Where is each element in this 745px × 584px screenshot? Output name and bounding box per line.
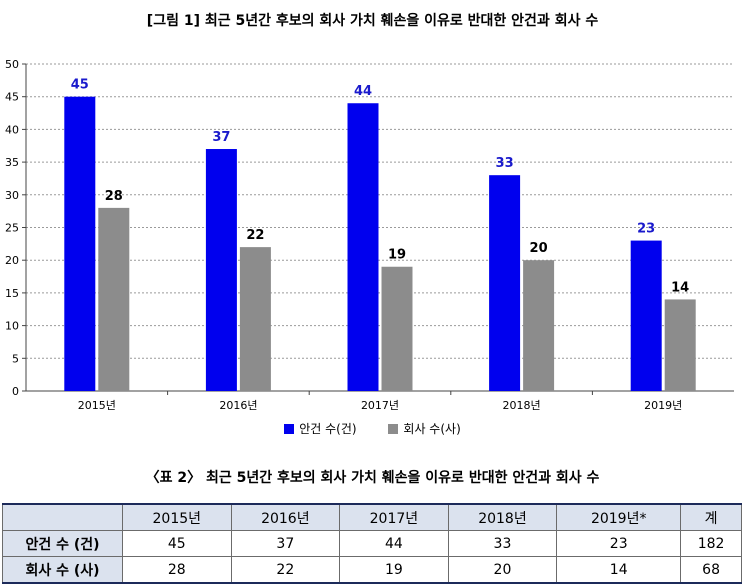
table-row: 회사 수 (사) 28 22 19 20 14 68 xyxy=(2,556,742,584)
table-corner-cell xyxy=(2,503,123,531)
row-header: 회사 수 (사) xyxy=(2,556,123,584)
y-tick-label: 25 xyxy=(5,222,19,235)
data-label: 44 xyxy=(354,84,372,99)
bar-companies xyxy=(98,207,130,391)
y-tick-label: 50 xyxy=(5,58,19,71)
legend-swatch-companies xyxy=(388,424,399,434)
data-label: 14 xyxy=(671,280,689,295)
column-header: 2017년 xyxy=(339,503,449,531)
bar-companies xyxy=(523,260,555,391)
data-table: 2015년 2016년 2017년 2018년 2019년* 계 안건 수 (건… xyxy=(2,503,742,584)
table-title: 〈표 2〉 최근 5년간 후보의 회사 가치 훼손을 이유로 반대한 안건과 회… xyxy=(145,470,600,486)
y-tick-label: 40 xyxy=(5,123,19,136)
x-tick-label: 2017년 xyxy=(361,399,399,412)
bar-cases xyxy=(489,175,521,391)
y-tick-label: 20 xyxy=(5,254,19,267)
bar-chart: 0 5 10 15 20 25 30 35 40 45 50 2015년 45 28 2016년 37 22 20… xyxy=(5,58,734,412)
legend-label-companies: 회사 수(사) xyxy=(403,422,461,436)
y-tick-label: 30 xyxy=(5,189,19,202)
y-tick-label: 35 xyxy=(5,156,19,169)
data-label: 33 xyxy=(496,156,514,171)
data-label: 22 xyxy=(246,228,264,243)
data-label: 20 xyxy=(530,241,548,256)
bar-companies xyxy=(664,299,696,391)
table-cell: 182 xyxy=(680,530,742,557)
table-cell: 45 xyxy=(122,530,232,557)
table-cell: 68 xyxy=(680,556,742,584)
y-tick-label: 5 xyxy=(12,352,19,365)
column-header: 2015년 xyxy=(122,503,232,531)
table-cell: 44 xyxy=(339,530,449,557)
table-cell: 19 xyxy=(339,556,449,584)
bar-companies xyxy=(239,247,271,391)
legend-item-companies: 회사 수(사) xyxy=(388,420,461,437)
x-tick-label: 2015년 xyxy=(78,399,116,412)
bar-cases xyxy=(64,96,96,391)
column-header: 2016년 xyxy=(230,503,341,531)
bar-cases xyxy=(347,103,379,392)
column-header: 계 xyxy=(680,503,742,531)
chart-title: [그림 1] 최근 5년간 후보의 회사 가치 훼손을 이유로 반대한 안건과 … xyxy=(146,13,599,29)
bar-cases xyxy=(205,149,237,391)
x-tick-label: 2018년 xyxy=(503,399,541,412)
y-tick-label: 45 xyxy=(5,91,19,104)
bar-companies xyxy=(381,266,413,391)
legend-item-cases: 안건 수(건) xyxy=(284,420,357,437)
data-label: 19 xyxy=(388,248,406,263)
column-header: 2019년* xyxy=(556,503,682,531)
row-header: 안건 수 (건) xyxy=(2,530,123,557)
x-tick-label: 2016년 xyxy=(219,399,257,412)
data-label: 37 xyxy=(212,130,230,145)
table-row: 안건 수 (건) 45 37 44 33 23 182 xyxy=(2,530,742,557)
legend-swatch-cases xyxy=(284,424,295,434)
data-label: 23 xyxy=(637,222,655,237)
table-cell: 20 xyxy=(447,556,558,584)
table-header-row: 2015년 2016년 2017년 2018년 2019년* 계 xyxy=(2,503,742,531)
table-cell: 37 xyxy=(230,530,341,557)
legend-label-cases: 안건 수(건) xyxy=(299,422,357,436)
bar-cases xyxy=(630,240,662,391)
data-label: 45 xyxy=(71,78,89,93)
table-cell: 22 xyxy=(230,556,341,584)
x-tick-label: 2019년 xyxy=(644,399,682,412)
y-tick-label: 10 xyxy=(5,320,19,333)
chart-legend: 안건 수(건) 회사 수(사) xyxy=(0,420,745,437)
table-cell: 28 xyxy=(122,556,232,584)
table-cell: 14 xyxy=(556,556,682,584)
y-tick-label: 0 xyxy=(12,385,19,398)
y-tick-label: 15 xyxy=(5,287,19,300)
column-header: 2018년 xyxy=(447,503,558,531)
table-cell: 23 xyxy=(556,530,682,557)
data-label: 28 xyxy=(105,189,123,204)
table-cell: 33 xyxy=(447,530,558,557)
